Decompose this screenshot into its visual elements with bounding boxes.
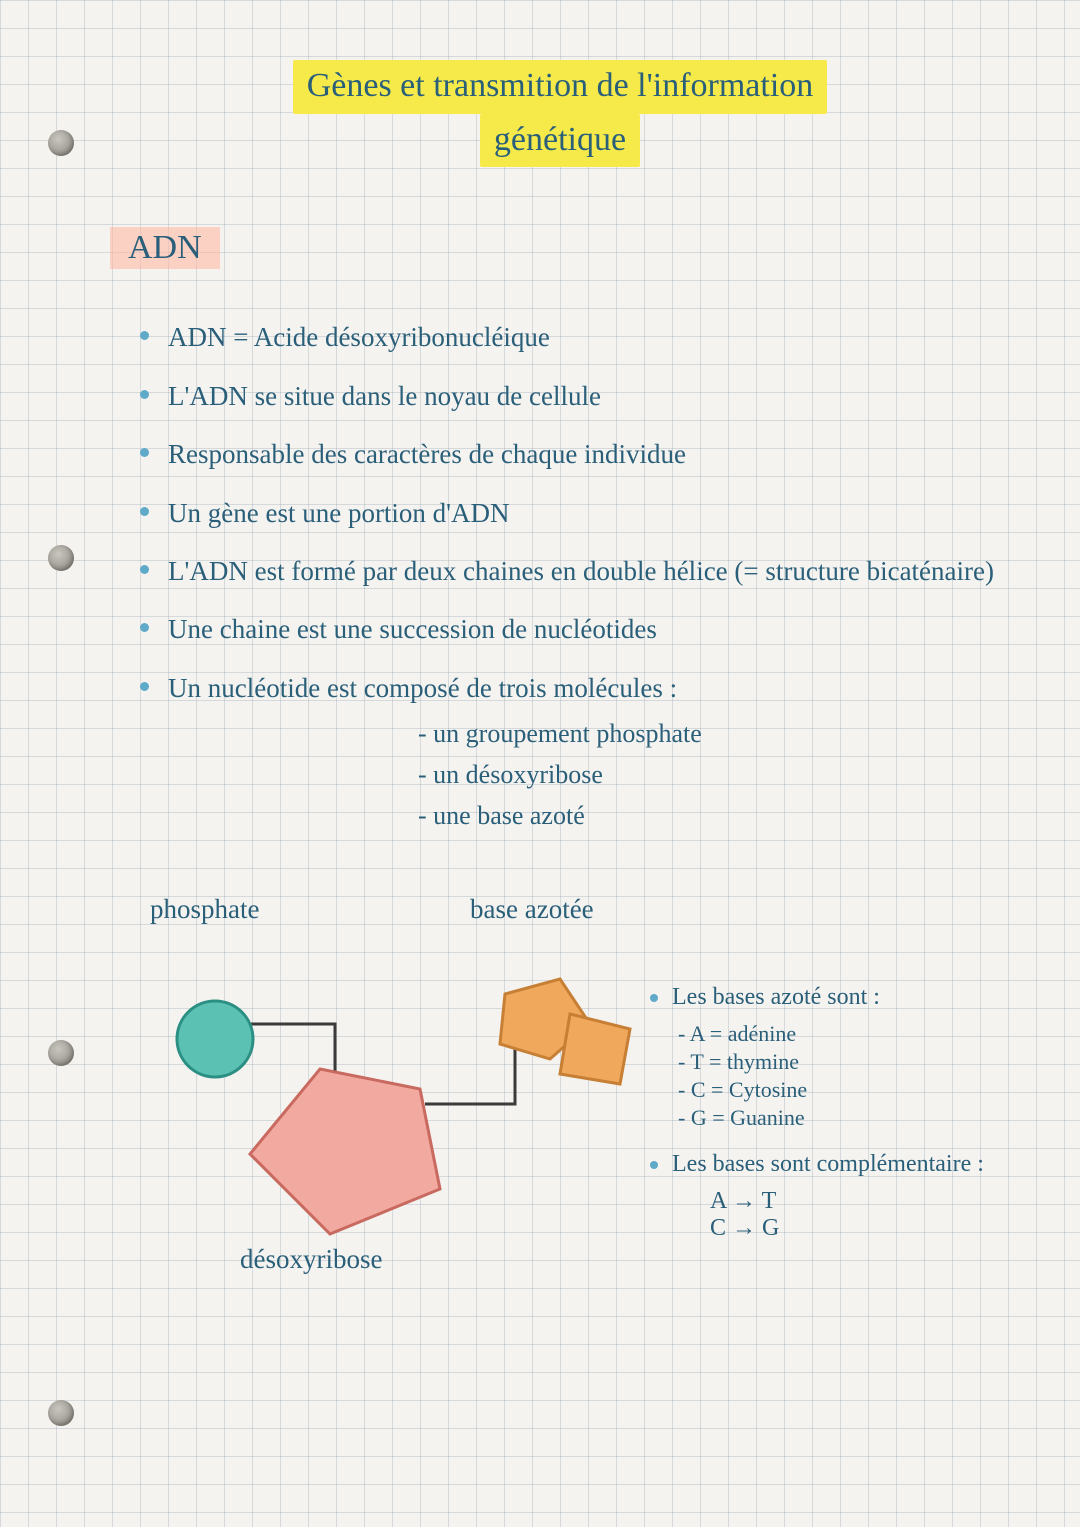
- base-list: - A = adénine - T = thymine - C = Cytosi…: [678, 1021, 1070, 1131]
- base-item: - C = Cytosine: [678, 1077, 1070, 1103]
- note-item: L'ADN se situe dans le noyau de cellule: [140, 378, 1010, 414]
- note-item: Une chaine est une succession de nucléot…: [140, 611, 1010, 647]
- note-item: Responsable des caractères de chaque ind…: [140, 436, 1010, 472]
- section-heading: ADN: [110, 227, 220, 269]
- pair-list: A → T C → G: [710, 1188, 1070, 1242]
- note-item: L'ADN est formé par deux chaines en doub…: [140, 553, 1010, 589]
- punch-hole: [48, 1400, 74, 1426]
- sub-item: - une base azoté: [418, 798, 1010, 833]
- notes-list: ADN = Acide désoxyribonucléique L'ADN se…: [110, 319, 1010, 833]
- note-item: ADN = Acide désoxyribonucléique: [140, 319, 1010, 355]
- sugar-shape: [250, 1069, 440, 1234]
- side-notes: Les bases azoté sont : - A = adénine - T…: [650, 984, 1070, 1242]
- complementary-header: Les bases sont complémentaire :: [650, 1151, 1070, 1178]
- phosphate-shape: [177, 1001, 253, 1077]
- molecule-sublist: - un groupement phosphate - un désoxyrib…: [418, 716, 1010, 833]
- base-item: - T = thymine: [678, 1049, 1070, 1075]
- base-shape: [560, 1014, 630, 1084]
- note-text: Un nucléotide est composé de trois moléc…: [168, 673, 677, 703]
- punch-hole: [48, 130, 74, 156]
- title-line-2: génétique: [480, 114, 640, 168]
- note-item: Un gène est une portion d'ADN: [140, 495, 1010, 531]
- title-line-1: Gènes et transmition de l'information: [293, 60, 828, 114]
- note-item: Un nucléotide est composé de trois moléc…: [140, 670, 1010, 834]
- punch-hole: [48, 1040, 74, 1066]
- page-title: Gènes et transmition de l'information gé…: [110, 60, 1010, 167]
- sub-item: - un groupement phosphate: [418, 716, 1010, 751]
- nucleotide-svg: [120, 934, 660, 1274]
- base-item: - A = adénine: [678, 1021, 1070, 1047]
- notebook-page: Gènes et transmition de l'information gé…: [0, 0, 1080, 1527]
- punch-hole: [48, 545, 74, 571]
- base-item: - G = Guanine: [678, 1105, 1070, 1131]
- sub-item: - un désoxyribose: [418, 757, 1010, 792]
- label-phosphate: phosphate: [150, 894, 259, 925]
- bases-header: Les bases azoté sont :: [650, 984, 1070, 1011]
- bond-line: [245, 1024, 335, 1074]
- bond-line: [425, 1044, 515, 1104]
- label-base: base azotée: [470, 894, 594, 925]
- pair-item: C → G: [710, 1215, 1070, 1242]
- nucleotide-diagram: phosphate base azotée désoxyribose Les b…: [110, 894, 1010, 1324]
- pair-item: A → T: [710, 1188, 1070, 1215]
